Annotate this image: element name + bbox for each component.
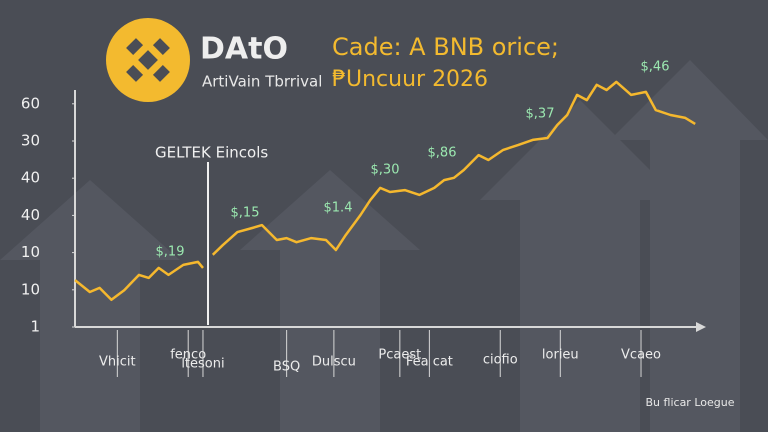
price-annotation: $,19	[156, 245, 185, 260]
x-tick-label: lorieu	[542, 348, 579, 363]
x-tick-label: Vcaeo	[621, 348, 661, 363]
price-annotation: $1.4	[324, 201, 353, 216]
price-annotation: $,30	[371, 163, 400, 178]
x-tick-label: Fea cat	[406, 355, 453, 370]
price-annotation: $,15	[231, 206, 260, 221]
logo-text: DAtO	[200, 32, 288, 67]
x-tick-label: ltesoni	[181, 357, 224, 372]
x-tick-label: Dulscu	[312, 355, 356, 370]
x-tick-label: Vhicit	[99, 355, 136, 370]
logo-subtext: ArtiVain Tbrrival	[202, 73, 322, 91]
y-tick-label: 60	[21, 94, 40, 112]
x-tick-label: fenco	[170, 348, 206, 363]
x-axis-arrow	[696, 322, 706, 332]
y-tick-label: 10	[21, 243, 40, 261]
footer: Bu flicar Loegue	[646, 396, 735, 409]
y-tick-label: 40	[21, 206, 40, 224]
price-annotation: $,46	[641, 60, 670, 75]
price-annotation: $,37	[526, 107, 555, 122]
y-tick-label: 1	[30, 318, 40, 336]
price-line	[74, 80, 696, 302]
bg-arrows	[0, 60, 768, 432]
y-tick-label: 30	[21, 132, 40, 150]
x-tick-label: ciofio	[483, 353, 518, 368]
y-tick-label: 40	[21, 169, 40, 187]
x-tick-label: Pcaest	[378, 348, 421, 363]
chart-title: Cade: A BNB orice;	[332, 33, 559, 61]
marker-label: GELTEK Eincols	[155, 144, 268, 162]
y-tick-label: 10	[21, 280, 40, 298]
x-tick-label: BSQ	[273, 360, 300, 375]
price-annotation: $,86	[428, 146, 457, 161]
chart-subtitle: ₱Uncuur 2026	[332, 67, 488, 92]
